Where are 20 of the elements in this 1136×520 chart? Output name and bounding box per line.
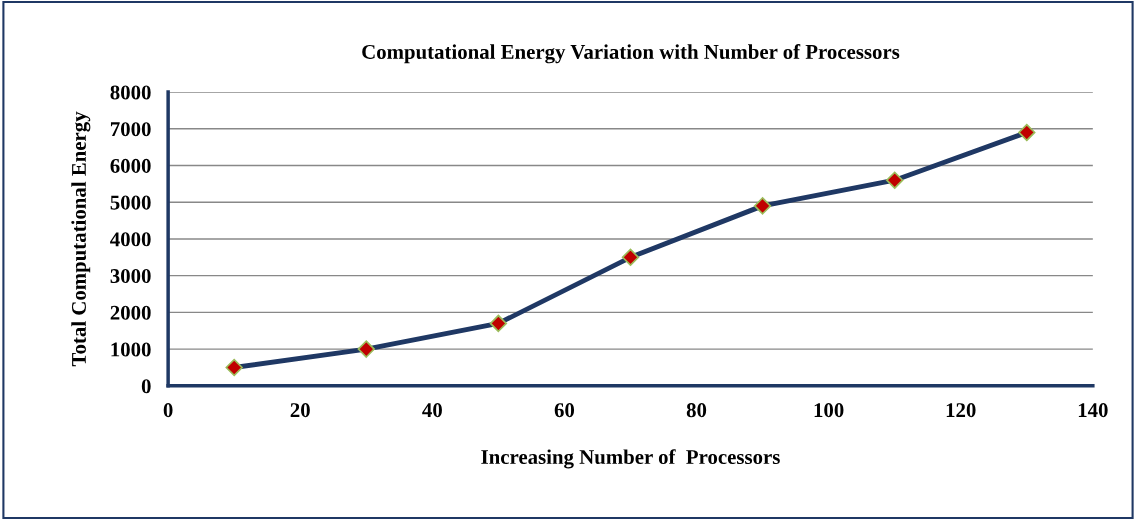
y-tick-label: 4000 [110,232,151,247]
x-tick-label: 40 [422,403,442,418]
chart-title: Computational Energy Variation with Number of Processors [362,44,900,64]
y-axis-title: Total Computational Energy [71,111,91,367]
x-tick-label: 120 [946,403,976,418]
y-tick-label: 1000 [111,342,151,357]
x-tick-label: 100 [814,403,844,418]
y-tick-label: 6000 [110,158,151,173]
y-tick-label: 3000 [110,269,151,284]
y-tick-label: 5000 [110,195,151,210]
x-tick-label: 80 [686,403,707,418]
x-tick-label: 20 [290,403,310,418]
y-tick-label: 2000 [110,305,151,320]
y-tick-label: 0 [141,379,151,394]
y-tick-label: 8000 [110,85,151,100]
x-tick-label: 0 [163,403,173,418]
x-axis-title: Increasing Number of Processors [481,449,780,469]
x-tick-label: 140 [1078,403,1108,418]
x-tick-label: 60 [554,403,575,418]
y-tick-label: 7000 [110,122,151,137]
